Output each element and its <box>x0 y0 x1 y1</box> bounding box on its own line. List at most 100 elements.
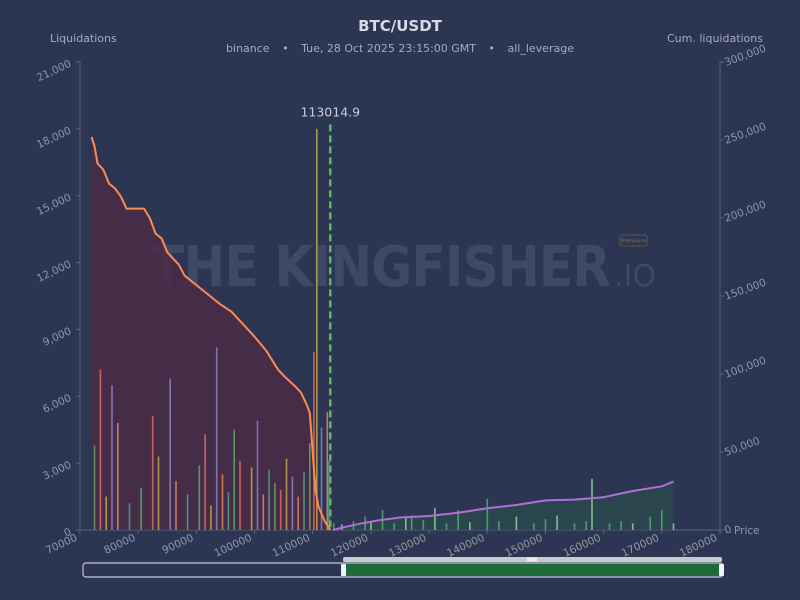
navigator-left-handle[interactable] <box>341 564 346 576</box>
x-tick-label: 180000 <box>678 532 719 560</box>
y-right-tick-label: 0 <box>723 523 733 537</box>
short-liq-bar <box>128 503 131 530</box>
long-liq-bar <box>410 515 413 530</box>
long-liq-bar <box>544 518 547 530</box>
navigator-selected-range[interactable] <box>344 564 722 576</box>
short-liq-bar <box>309 443 311 530</box>
current-price-label: 113014.9 <box>300 104 360 119</box>
short-liq-bar <box>250 467 253 530</box>
y-right-tick-label: 200,000 <box>723 199 768 225</box>
long-liq-bar <box>498 521 500 530</box>
separator-dot: • <box>282 42 289 55</box>
long-liq-bar <box>422 520 425 530</box>
navigator-right-handle[interactable] <box>719 564 724 576</box>
long-liq-bar <box>620 521 622 530</box>
navigator-scroll-thumb[interactable] <box>527 557 537 562</box>
y-right-tick-label: 250,000 <box>723 121 768 147</box>
watermark-brand: THE KINGFISHER <box>150 235 610 300</box>
short-liq-bar <box>303 472 305 530</box>
long-liq-bar <box>370 522 372 530</box>
long-liq-bar <box>393 523 395 530</box>
short-liq-bar <box>215 347 218 530</box>
chart-title: BTC/USDT <box>358 17 443 35</box>
short-liq-bar <box>204 434 206 530</box>
short-liq-bar <box>313 351 315 530</box>
short-liq-bar <box>320 427 323 530</box>
long-liq-bar <box>649 516 651 530</box>
range-navigator[interactable] <box>82 557 724 578</box>
long-liq-bar <box>457 509 459 530</box>
long-liq-bar <box>591 478 593 530</box>
cum-long-area <box>333 481 674 530</box>
long-liq-bar <box>434 507 436 530</box>
cum-short-line <box>90 136 332 531</box>
short-liq-bar <box>279 489 282 530</box>
long-liq-bar <box>445 523 448 530</box>
long-liq-bar <box>608 523 611 530</box>
short-liq-bar <box>285 458 288 530</box>
leverage-filter: all_leverage <box>508 42 575 55</box>
y-right-tick-label: 300,000 <box>723 43 768 69</box>
cum-short-area <box>91 136 331 530</box>
short-liq-bar <box>328 460 330 530</box>
y-right-tick-label: 50,000 <box>723 435 762 459</box>
short-liq-bar <box>157 456 160 530</box>
short-liq-bar <box>274 483 276 530</box>
short-liq-bar <box>169 378 171 530</box>
y-right-axis-label: Cum. liquidations <box>667 32 763 45</box>
x-tick-label: 80000 <box>102 532 137 557</box>
short-liq-bar <box>227 492 230 530</box>
short-liq-bar <box>233 429 235 530</box>
current-price-marker: 113014.9 <box>300 104 360 530</box>
short-liq-bar <box>210 505 212 530</box>
x-tick-label: 130000 <box>387 532 428 560</box>
short-liq-bar <box>291 476 294 530</box>
y-left-tick-label: 12,000 <box>35 258 73 284</box>
exchange-name: binance <box>226 42 270 55</box>
long-liq-bar <box>585 521 587 530</box>
cum-long-line <box>332 480 674 531</box>
premium-badge-label: Premium <box>621 239 645 245</box>
long-liq-bar <box>469 522 471 530</box>
x-tick-label: 170000 <box>620 532 661 560</box>
long-liq-bar <box>661 509 663 530</box>
short-liq-bar <box>297 496 299 530</box>
long-liq-bar <box>556 515 558 530</box>
chart-subtitle: binance • Tue, 28 Oct 2025 23:15:00 GMT … <box>226 42 574 55</box>
y-left-tick-label: 6,000 <box>41 392 73 416</box>
long-liq-bar <box>631 523 634 530</box>
long-liq-bar <box>533 523 535 530</box>
y-left-tick-label: 21,000 <box>35 58 73 84</box>
long-liq-bar <box>515 516 518 530</box>
x-tick-label: 90000 <box>160 532 195 557</box>
long-liq-bar <box>672 523 675 530</box>
snapshot-timestamp: Tue, 28 Oct 2025 23:15:00 GMT <box>300 42 476 55</box>
short-liq-bar <box>111 385 113 530</box>
short-liq-bar <box>140 487 142 530</box>
watermark-suffix: .IO <box>614 259 656 294</box>
short-liq-bar <box>175 481 177 530</box>
separator-dot: • <box>489 42 496 55</box>
x-axis-label: Price <box>734 525 760 537</box>
short-liq-bar <box>256 420 259 530</box>
long-liq-bar <box>405 517 407 530</box>
premium-badge <box>619 234 648 247</box>
y-left-tick-label: 15,000 <box>35 192 73 218</box>
short-liq-bar <box>221 474 224 530</box>
cumulative-lines <box>90 136 674 531</box>
short-liq-bar <box>239 460 241 530</box>
y-right-tick-label: 150,000 <box>723 277 768 303</box>
y-left-tick-label: 3,000 <box>41 459 73 483</box>
liquidation-bars <box>93 128 675 530</box>
short-liq-bar <box>93 445 96 530</box>
x-tick-label: 150000 <box>503 532 544 560</box>
x-tick-label: 140000 <box>445 532 486 560</box>
x-tick-label: 100000 <box>212 532 253 560</box>
y-left-tick-label: 9,000 <box>41 325 73 349</box>
short-liq-bar <box>262 494 265 530</box>
long-liq-bar <box>573 523 576 530</box>
cumulative-areas <box>91 136 674 530</box>
y-left-tick-label: 18,000 <box>35 125 73 151</box>
short-liq-bar <box>316 128 318 530</box>
short-liq-bar <box>186 494 189 530</box>
